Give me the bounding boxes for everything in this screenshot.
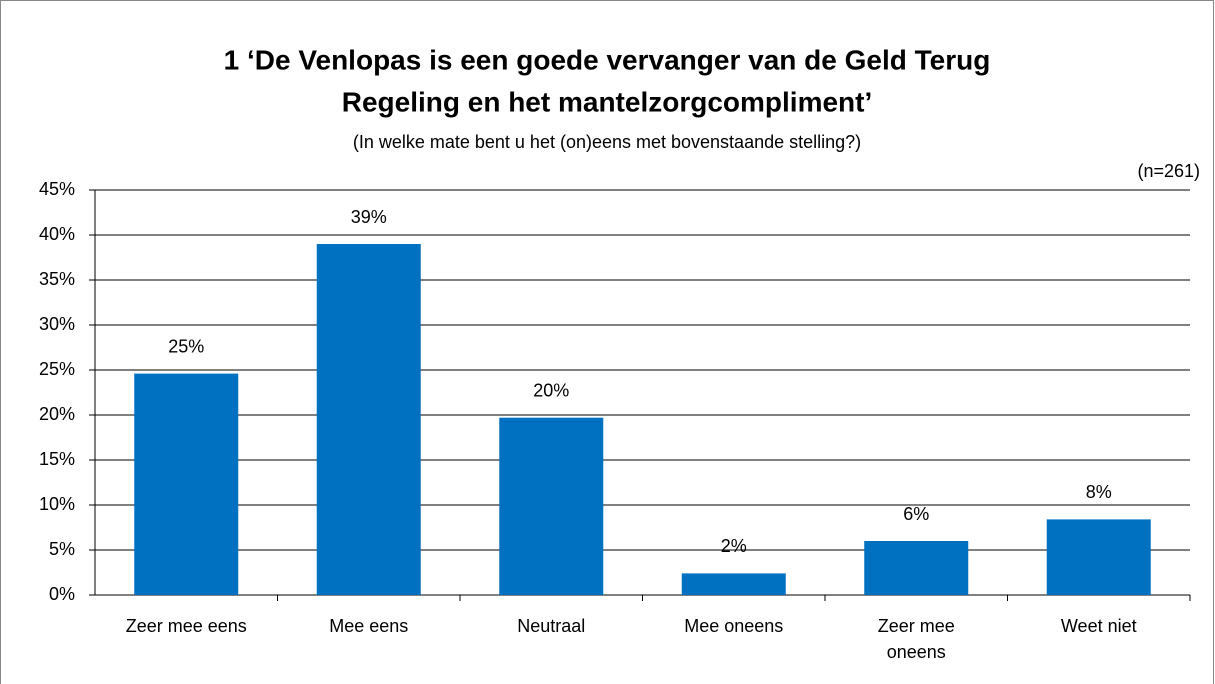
bar xyxy=(134,373,239,595)
y-tick-label: 15% xyxy=(39,449,75,469)
y-tick-label: 0% xyxy=(49,584,75,604)
data-label: 20% xyxy=(533,380,569,400)
y-tick-label: 5% xyxy=(49,539,75,559)
x-tick-label: Mee eens xyxy=(329,616,409,636)
y-tick-label: 45% xyxy=(39,179,75,199)
data-label: 25% xyxy=(168,336,204,356)
data-label: 8% xyxy=(1086,482,1112,502)
y-tick-label: 30% xyxy=(39,314,75,334)
y-tick-label: 40% xyxy=(39,224,75,244)
x-tick-label: Weet niet xyxy=(1060,616,1137,636)
x-tick-label: Mee oneens xyxy=(684,616,784,636)
chart-title: Regeling en het mantelzorgcompliment’ xyxy=(342,86,873,117)
x-tick-label: Neutraal xyxy=(517,616,586,636)
sample-size: (n=261) xyxy=(1137,161,1200,181)
bar xyxy=(864,541,969,595)
y-tick-label: 20% xyxy=(39,404,75,424)
chart-title: 1 ‘De Venlopas is een goede vervanger va… xyxy=(224,44,991,75)
chart-subtitle: (In welke mate bent u het (on)eens met b… xyxy=(353,132,861,152)
data-label: 6% xyxy=(903,504,929,524)
x-tick-label: Zeer mee eens xyxy=(125,616,247,636)
x-tick-label: Zeer mee oneens xyxy=(877,616,955,662)
bar xyxy=(316,244,421,595)
data-label: 39% xyxy=(351,207,387,227)
bar xyxy=(499,417,604,595)
y-tick-label: 10% xyxy=(39,494,75,514)
y-tick-label: 35% xyxy=(39,269,75,289)
y-tick-label: 25% xyxy=(39,359,75,379)
data-label: 2% xyxy=(721,536,747,556)
bar xyxy=(1046,519,1151,595)
bar xyxy=(681,573,786,595)
